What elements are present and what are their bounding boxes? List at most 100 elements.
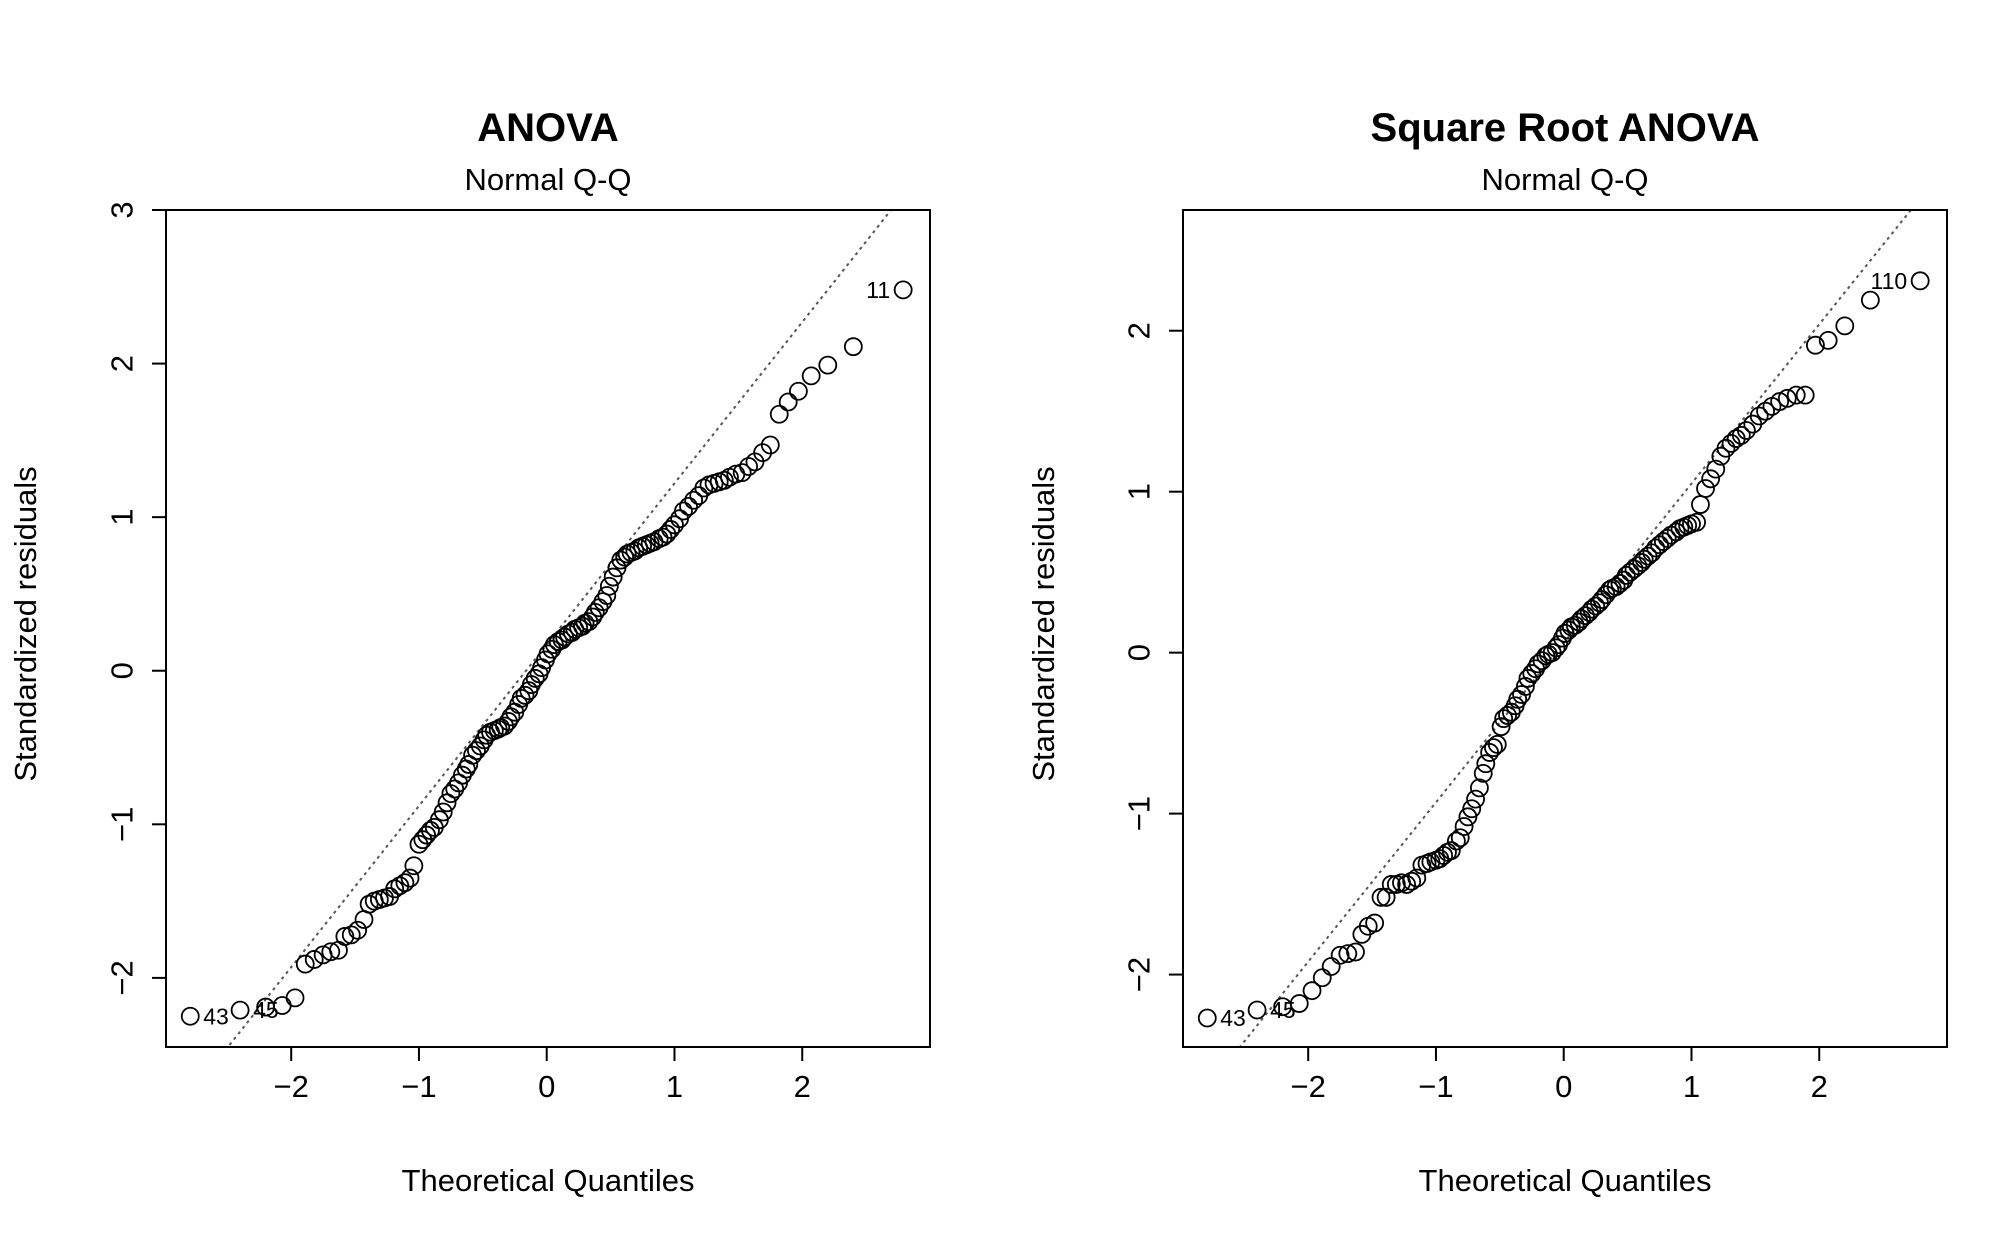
- data-points: [1197, 271, 1930, 1028]
- data-point: [615, 547, 635, 567]
- data-point: [1818, 330, 1838, 350]
- x-tick-label: 0: [538, 1069, 555, 1104]
- y-tick-label: 2: [1122, 322, 1157, 339]
- data-point: [1756, 401, 1775, 421]
- data-point: [583, 607, 603, 627]
- data-point: [385, 879, 405, 899]
- data-point: [1508, 689, 1528, 709]
- data-point: [1462, 799, 1482, 819]
- data-point: [404, 856, 424, 876]
- data-point: [1628, 556, 1648, 576]
- data-point: [1346, 942, 1365, 962]
- chart-subtitle: Normal Q-Q: [1481, 162, 1648, 197]
- data-point: [739, 457, 758, 476]
- data-point: [395, 873, 415, 893]
- data-point: [818, 355, 838, 375]
- y-axis-label: Standardized residuals: [8, 466, 43, 781]
- data-point: [1835, 316, 1855, 336]
- data-point: [1687, 512, 1706, 532]
- chart-title: ANOVA: [477, 106, 618, 150]
- data-point: [1910, 271, 1930, 291]
- point-annotation: 11: [866, 277, 890, 303]
- data-point: [684, 490, 704, 510]
- data-point: [674, 501, 693, 521]
- data-point: [1484, 738, 1503, 758]
- data-point: [433, 802, 453, 822]
- data-point: [1321, 957, 1341, 976]
- y-axis-label: Standardized residuals: [1026, 466, 1061, 781]
- data-point: [769, 404, 789, 424]
- y-tick-label: 0: [1122, 644, 1157, 661]
- data-point: [1466, 789, 1485, 809]
- x-tick-label: −2: [274, 1069, 309, 1104]
- data-point: [1696, 479, 1715, 498]
- y-tick-label: 3: [105, 201, 140, 218]
- point-annotation: 43: [203, 1003, 229, 1029]
- data-point: [1579, 603, 1599, 622]
- data-point: [603, 567, 623, 587]
- y-tick-label: 1: [1122, 483, 1157, 500]
- point-annotation: 110: [1870, 268, 1907, 294]
- data-point: [1586, 596, 1606, 616]
- point-annotation: 43: [1220, 1005, 1246, 1031]
- data-point: [1330, 945, 1350, 965]
- data-point: [789, 381, 808, 401]
- data-point: [180, 1006, 200, 1026]
- x-tick-label: 2: [1811, 1069, 1828, 1104]
- data-point: [295, 954, 315, 974]
- data-point: [1565, 615, 1585, 635]
- data-point: [230, 1000, 250, 1020]
- x-tick-label: 0: [1555, 1069, 1572, 1104]
- data-point: [732, 463, 752, 483]
- axes: −2 −1 0 1 2 −2 −1 0 1 2 3: [105, 201, 811, 1104]
- x-tick-label: −2: [1291, 1069, 1326, 1104]
- data-point: [893, 280, 913, 300]
- data-point: [515, 685, 535, 705]
- data-point: [1737, 421, 1756, 440]
- data-point: [1731, 425, 1751, 445]
- data-point: [1302, 981, 1322, 1001]
- anova-qq-panel: ANOVA Normal Q-Q Theoretical Quantiles S…: [8, 106, 931, 1198]
- data-point: [1749, 406, 1769, 426]
- data-point: [1706, 459, 1726, 479]
- data-points: [180, 280, 913, 1026]
- chart-subtitle: Normal Q-Q: [464, 162, 631, 197]
- y-tick-label: −1: [105, 807, 140, 842]
- data-point: [562, 622, 582, 642]
- data-point: [1546, 638, 1566, 658]
- x-tick-label: −1: [401, 1069, 436, 1104]
- data-point: [321, 942, 341, 962]
- data-point: [1397, 875, 1416, 894]
- data-point: [1522, 664, 1542, 683]
- data-point: [348, 920, 368, 940]
- data-point: [1450, 828, 1470, 848]
- data-point: [1371, 887, 1391, 907]
- data-point: [1312, 968, 1332, 988]
- data-point: [1476, 754, 1496, 774]
- qq-reference-line: [226, 210, 893, 1047]
- chart-title: Square Root ANOVA: [1371, 106, 1760, 150]
- reference-line: [226, 210, 893, 1047]
- data-point: [1454, 817, 1474, 836]
- data-point: [495, 716, 514, 736]
- data-point: [1701, 469, 1721, 489]
- data-point: [341, 925, 361, 945]
- data-point: [665, 515, 684, 535]
- point-annotation: 45: [1270, 997, 1296, 1023]
- data-point: [1569, 612, 1589, 632]
- y-tick-label: −1: [1122, 796, 1157, 831]
- y-tick-label: −2: [105, 960, 140, 995]
- point-annotations: 110 43 45: [1220, 268, 1907, 1031]
- y-tick-label: −2: [1122, 957, 1157, 992]
- data-point: [801, 366, 821, 386]
- point-annotation: 45: [253, 997, 279, 1023]
- y-tick-label: 2: [105, 355, 140, 372]
- x-tick-label: 1: [666, 1069, 683, 1104]
- x-tick-label: −1: [1418, 1069, 1453, 1104]
- data-point: [538, 644, 558, 664]
- data-point: [335, 927, 355, 946]
- data-point: [1691, 495, 1710, 514]
- data-point: [1376, 887, 1396, 907]
- y-tick-label: 0: [105, 662, 140, 679]
